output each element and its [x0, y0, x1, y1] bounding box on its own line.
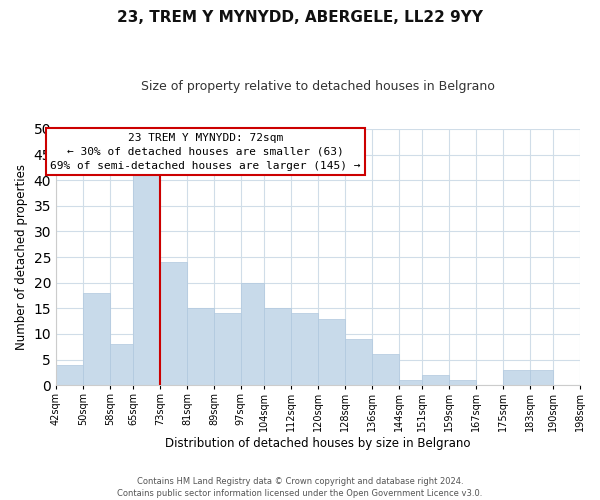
- Bar: [241, 282, 264, 385]
- Bar: [214, 314, 241, 385]
- Bar: [503, 370, 530, 385]
- Bar: [422, 375, 449, 385]
- Bar: [133, 175, 160, 385]
- Bar: [398, 380, 422, 385]
- Bar: [372, 354, 398, 385]
- Title: Size of property relative to detached houses in Belgrano: Size of property relative to detached ho…: [141, 80, 495, 93]
- Text: 23 TREM Y MYNYDD: 72sqm
← 30% of detached houses are smaller (63)
69% of semi-de: 23 TREM Y MYNYDD: 72sqm ← 30% of detache…: [50, 132, 361, 170]
- Y-axis label: Number of detached properties: Number of detached properties: [15, 164, 28, 350]
- Bar: [187, 308, 214, 385]
- Bar: [160, 262, 187, 385]
- Bar: [291, 314, 318, 385]
- Bar: [530, 370, 553, 385]
- Bar: [318, 318, 345, 385]
- Bar: [110, 344, 133, 385]
- Bar: [264, 308, 291, 385]
- Bar: [56, 364, 83, 385]
- Bar: [345, 339, 372, 385]
- Bar: [449, 380, 476, 385]
- Text: Contains HM Land Registry data © Crown copyright and database right 2024.
Contai: Contains HM Land Registry data © Crown c…: [118, 476, 482, 498]
- Text: 23, TREM Y MYNYDD, ABERGELE, LL22 9YY: 23, TREM Y MYNYDD, ABERGELE, LL22 9YY: [117, 10, 483, 25]
- X-axis label: Distribution of detached houses by size in Belgrano: Distribution of detached houses by size …: [165, 437, 471, 450]
- Bar: [83, 293, 110, 385]
